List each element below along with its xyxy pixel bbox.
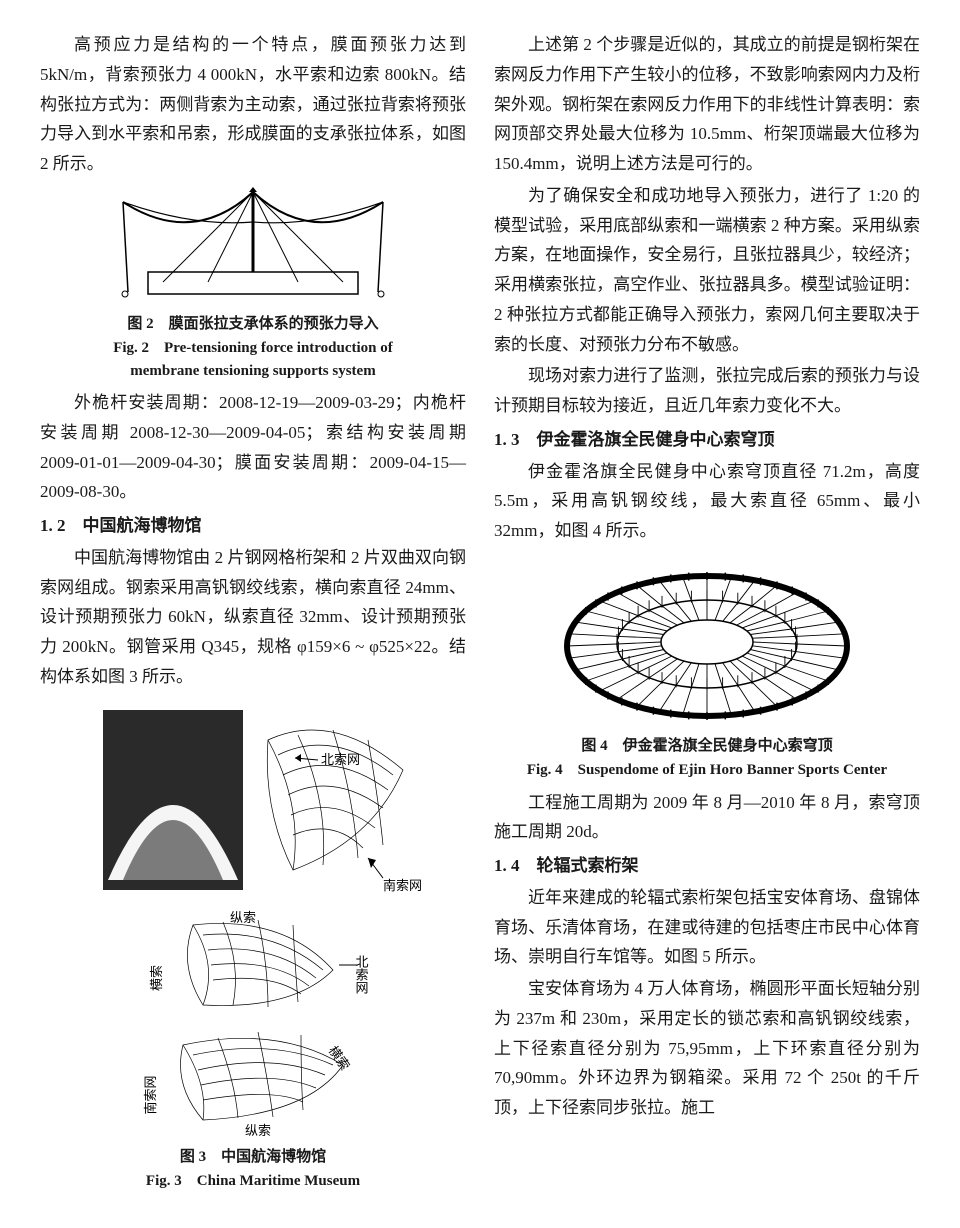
r-para-2: 为了确保安全和成功地导入预张力，进行了 1:20 的模型试验，采用底部纵索和一端… xyxy=(494,181,920,360)
fig4-caption-en: Fig. 4 Suspendome of Ejin Horo Banner Sp… xyxy=(494,759,920,782)
fig3-label-zong-2: 纵索 xyxy=(245,1123,271,1138)
fig3-caption-en: Fig. 3 China Maritime Museum xyxy=(40,1170,466,1193)
left-column: 高预应力是结构的一个特点，膜面预张力达到5kN/m，背索预张力 4 000kN，… xyxy=(40,30,466,1198)
r-para-6: 近年来建成的轮辐式索桁架包括宝安体育场、盘锦体育场、乐清体育场，在建或待建的包括… xyxy=(494,883,920,972)
right-column: 上述第 2 个步骤是近似的，其成立的前提是钢桁架在索网反力作用下产生较小的位移，… xyxy=(494,30,920,1198)
fig3-label-north-2: 北索网 xyxy=(354,955,369,994)
para-2: 外桅杆安装周期：2008-12-19—2009-03-29；内桅杆安装周期 20… xyxy=(40,388,466,507)
figure-4: 图 4 伊金霍洛旗全民健身中心索穹顶 Fig. 4 Suspendome of … xyxy=(494,554,920,782)
fig3-label-south-2: 南索网 xyxy=(143,1075,158,1114)
figure-2: 图 2 膜面张拉支承体系的预张力导入 Fig. 2 Pre-tensioning… xyxy=(40,187,466,382)
fig3-svg-bottom: 纵索 横索 北索网 南索网 横索 纵索 xyxy=(123,910,383,1140)
fig4-caption-cn: 图 4 伊金霍洛旗全民健身中心索穹顶 xyxy=(494,733,920,759)
fig3-label-heng-2: 横索 xyxy=(326,1043,353,1073)
r-para-5: 工程施工周期为 2009 年 8 月—2010 年 8 月，索穹顶施工周期 20… xyxy=(494,788,920,848)
fig3-label-north-1: 北索网 xyxy=(321,752,360,767)
r-para-3: 现场对索力进行了监测，张拉完成后索的预张力与设计预期目标较为接近，且近几年索力变… xyxy=(494,361,920,421)
section-1-3-head: 1. 3 伊金霍洛旗全民健身中心索穹顶 xyxy=(494,425,920,455)
fig3-label-south-1: 南索网 xyxy=(383,878,422,893)
fig3-svg-top: 北索网 南索网 xyxy=(83,700,423,910)
r-para-7: 宝安体育场为 4 万人体育场，椭圆形平面长短轴分别为 237m 和 230m，采… xyxy=(494,974,920,1123)
r-para-4: 伊金霍洛旗全民健身中心索穹顶直径 71.2m，高度 5.5m，采用高钒钢绞线，最… xyxy=(494,457,920,546)
fig3-label-zong-1: 纵索 xyxy=(230,910,256,925)
r-para-1: 上述第 2 个步骤是近似的，其成立的前提是钢桁架在索网反力作用下产生较小的位移，… xyxy=(494,30,920,179)
fig2-caption-cn: 图 2 膜面张拉支承体系的预张力导入 xyxy=(40,311,466,337)
section-1-4-head: 1. 4 轮辐式索桁架 xyxy=(494,851,920,881)
fig4-svg xyxy=(552,554,862,729)
para-3: 中国航海博物馆由 2 片钢网格桁架和 2 片双曲双向钢索网组成。钢索采用高钒钢绞… xyxy=(40,543,466,692)
para-1: 高预应力是结构的一个特点，膜面预张力达到5kN/m，背索预张力 4 000kN，… xyxy=(40,30,466,179)
fig2-svg xyxy=(103,187,403,307)
figure-3: 北索网 南索网 纵索 横索 xyxy=(40,700,466,1193)
fig3-label-heng-1: 横索 xyxy=(149,964,164,990)
fig2-caption-en-1: Fig. 2 Pre-tensioning force introduction… xyxy=(40,337,466,360)
fig2-caption-en-2: membrane tensioning supports system xyxy=(40,360,466,383)
fig3-caption-cn: 图 3 中国航海博物馆 xyxy=(40,1144,466,1170)
section-1-2-head: 1. 2 中国航海博物馆 xyxy=(40,511,466,541)
